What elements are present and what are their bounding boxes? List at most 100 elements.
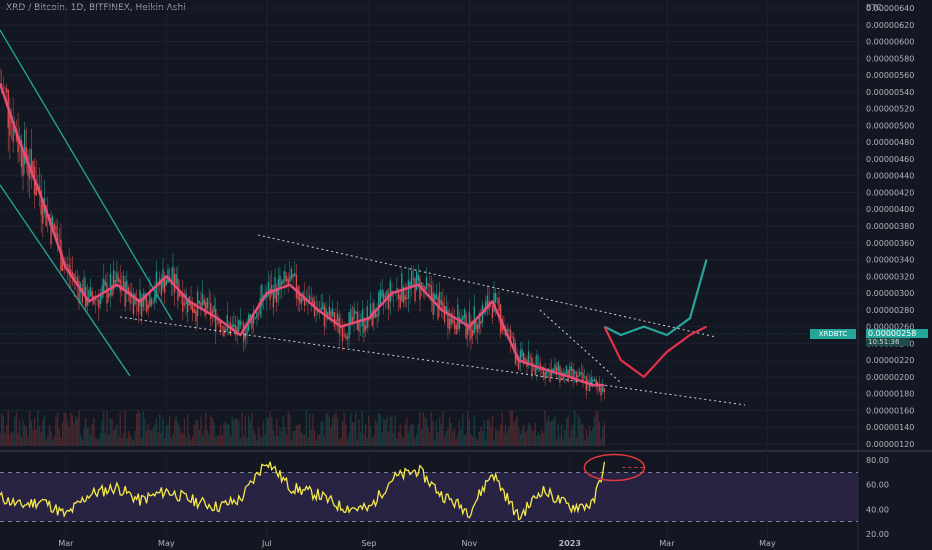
volume-bar xyxy=(442,410,444,446)
volume-bar xyxy=(514,419,517,446)
candle-body xyxy=(374,310,377,318)
candle-body xyxy=(187,298,189,313)
candle-body xyxy=(280,281,283,286)
volume-bar xyxy=(350,412,352,446)
volume-bar xyxy=(107,435,110,446)
volume-bar xyxy=(351,422,354,446)
symbol-price-tag: XRDBTC xyxy=(810,329,856,339)
volume-bar xyxy=(312,413,314,446)
candle-body xyxy=(226,314,228,331)
volume-bar xyxy=(422,412,424,446)
volume-bar xyxy=(322,421,324,446)
candle-body xyxy=(404,295,406,301)
volume-bar xyxy=(5,425,8,446)
volume-bar xyxy=(45,439,47,446)
candle-body xyxy=(111,284,113,296)
volume-bar xyxy=(83,428,85,446)
candle-body xyxy=(458,317,461,329)
volume-bar xyxy=(402,438,405,446)
volume-bar xyxy=(473,414,475,446)
candle-body xyxy=(414,278,416,302)
candle-body xyxy=(267,282,270,296)
y-tick-label: 0.00000140 xyxy=(866,423,914,432)
volume-bar xyxy=(30,420,32,446)
volume-bar xyxy=(542,433,545,446)
candle-body xyxy=(124,281,126,307)
candle-body xyxy=(508,329,510,331)
candle-body xyxy=(468,311,471,331)
volume-bar xyxy=(280,431,283,446)
volume-bar xyxy=(353,422,355,446)
volume-bar xyxy=(78,410,80,446)
y-tick-label: 0.00000220 xyxy=(866,356,914,365)
volume-bar xyxy=(0,432,1,446)
candle-body xyxy=(210,302,212,320)
volume-bar xyxy=(215,436,217,446)
volume-bar xyxy=(7,410,9,446)
y-tick-label: 0.00000120 xyxy=(866,440,914,449)
last-price-tag: 0.00000258 xyxy=(866,329,928,338)
volume-bar xyxy=(272,429,275,446)
volume-bar xyxy=(509,410,512,446)
candle-body xyxy=(22,153,24,176)
volume-bar xyxy=(529,425,531,446)
volume-bar xyxy=(394,415,396,446)
candle-body xyxy=(24,129,26,165)
volume-bar xyxy=(366,437,368,446)
volume-bar xyxy=(201,434,204,446)
candle-body xyxy=(450,312,452,325)
x-tick-label: May xyxy=(158,539,175,548)
candle-body xyxy=(219,321,222,332)
volume-bar xyxy=(254,434,256,446)
y-tick-label: 0.00000340 xyxy=(866,256,914,265)
volume-bar xyxy=(37,410,39,446)
volume-bar xyxy=(206,430,209,446)
candle-body xyxy=(107,293,110,298)
candle-body xyxy=(574,371,576,374)
volume-bar xyxy=(585,428,587,446)
volume-bar xyxy=(389,417,391,446)
volume-bar xyxy=(84,417,87,446)
volume-bar xyxy=(406,417,408,446)
volume-bar xyxy=(373,435,375,446)
volume-bar xyxy=(341,420,344,446)
candle-body xyxy=(173,274,176,293)
candle-body xyxy=(56,233,59,247)
volume-bar xyxy=(221,434,224,446)
volume-bar xyxy=(196,420,199,446)
candle-body xyxy=(541,366,543,368)
candle-body xyxy=(546,368,548,376)
candle-body xyxy=(154,294,156,303)
candle-body xyxy=(443,305,446,322)
candle-body xyxy=(94,299,97,301)
volume-bar xyxy=(299,423,301,446)
candle-body xyxy=(462,315,464,321)
volume-bar xyxy=(336,416,339,446)
candle-body xyxy=(241,323,243,324)
volume-bar xyxy=(63,412,65,446)
candle-body xyxy=(86,297,88,306)
volume-bar xyxy=(159,414,161,446)
volume-bar xyxy=(2,416,4,446)
candle-body xyxy=(239,320,242,326)
y-tick-label: 0.00000520 xyxy=(866,105,914,114)
volume-bar xyxy=(271,417,273,446)
volume-bar xyxy=(504,425,507,446)
candle-body xyxy=(20,139,23,167)
volume-bar xyxy=(550,421,553,446)
volume-bar xyxy=(297,425,299,446)
candle-body xyxy=(527,351,530,364)
volume-bar xyxy=(419,412,421,446)
candle-body xyxy=(442,302,444,310)
candle-body xyxy=(346,336,349,340)
volume-bar xyxy=(203,429,205,446)
candle-body xyxy=(287,278,289,286)
candle-body xyxy=(32,160,34,173)
candle-body xyxy=(600,387,602,396)
volume-bar xyxy=(285,434,288,446)
candle-body xyxy=(387,293,390,310)
y-tick-label: 0.00000600 xyxy=(866,38,914,47)
candle-body xyxy=(234,325,237,330)
candle-body xyxy=(331,308,334,316)
